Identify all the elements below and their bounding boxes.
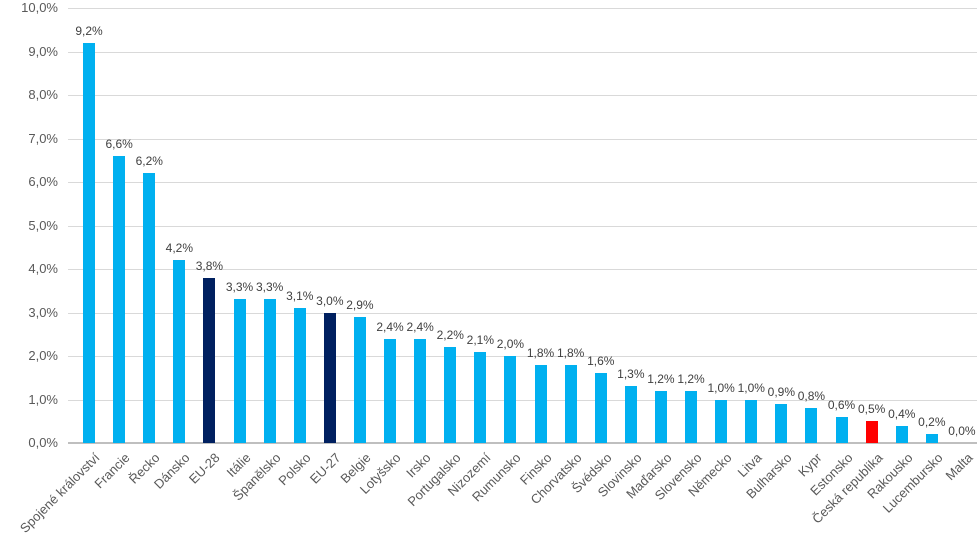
bar-value-label: 0,8% bbox=[797, 389, 826, 404]
y-tick-label: 2,0% bbox=[28, 348, 58, 363]
bar-value-label: 0,6% bbox=[827, 397, 856, 412]
bar bbox=[113, 155, 126, 443]
bar-value-label: 2,0% bbox=[496, 337, 525, 351]
bar bbox=[654, 390, 667, 443]
bar-value-label: 0,5% bbox=[857, 402, 886, 417]
bar bbox=[775, 403, 788, 443]
bar bbox=[624, 386, 637, 443]
bar-value-label: 3,3% bbox=[255, 280, 284, 295]
y-tick-label: 10,0% bbox=[21, 0, 58, 15]
bar-value-label: 3,1% bbox=[286, 289, 314, 304]
bar bbox=[173, 260, 186, 443]
bar-value-label: 1,2% bbox=[677, 371, 705, 386]
bar-value-label: 2,1% bbox=[466, 332, 495, 347]
gridline bbox=[68, 52, 977, 53]
bar bbox=[685, 390, 698, 443]
y-tick-label: 8,0% bbox=[28, 87, 58, 102]
y-tick-label: 0,0% bbox=[28, 435, 58, 450]
bar-value-label: 3,8% bbox=[195, 258, 224, 273]
bar-value-label: 6,6% bbox=[105, 136, 133, 151]
bar-value-label: 1,0% bbox=[737, 380, 765, 395]
bar-value-label: 4,2% bbox=[165, 241, 194, 256]
gridline bbox=[68, 182, 977, 183]
bar-value-label: 0,0% bbox=[948, 424, 976, 438]
bar-value-label: 0,2% bbox=[918, 415, 946, 430]
bar bbox=[594, 373, 607, 443]
bar bbox=[203, 277, 216, 443]
x-axis-line bbox=[68, 442, 977, 444]
y-tick-label: 5,0% bbox=[28, 217, 58, 233]
y-tick-label: 9,0% bbox=[28, 43, 58, 59]
y-tick-label: 7,0% bbox=[28, 130, 58, 146]
bar bbox=[293, 308, 306, 443]
category-label: EU-28 bbox=[186, 450, 224, 487]
category-label: Polsko bbox=[275, 450, 314, 489]
gridline bbox=[68, 95, 977, 96]
bar bbox=[143, 173, 156, 443]
bar bbox=[474, 351, 487, 443]
bar bbox=[263, 299, 276, 443]
y-tick-label: 4,0% bbox=[28, 261, 58, 276]
bar bbox=[444, 347, 457, 443]
bar-value-label: 2,9% bbox=[346, 297, 374, 312]
bar bbox=[83, 42, 96, 443]
bar-value-label: 3,0% bbox=[316, 293, 344, 308]
gridline bbox=[68, 8, 977, 9]
gridline bbox=[68, 269, 977, 270]
bar bbox=[865, 421, 878, 443]
bar bbox=[895, 425, 908, 443]
bar bbox=[353, 316, 366, 443]
bar bbox=[564, 364, 577, 443]
bar-value-label: 1,6% bbox=[587, 354, 615, 369]
y-tick-label: 1,0% bbox=[28, 391, 58, 407]
y-tick-label: 6,0% bbox=[28, 174, 58, 189]
bar-value-label: 1,3% bbox=[617, 367, 645, 382]
bar bbox=[715, 399, 728, 443]
y-tick-label: 3,0% bbox=[28, 304, 58, 320]
bar-value-label: 2,4% bbox=[376, 319, 404, 334]
category-label: Spojené království bbox=[16, 450, 103, 536]
gridline bbox=[68, 400, 977, 401]
bar-value-label: 0,4% bbox=[888, 406, 916, 421]
bar bbox=[504, 356, 517, 443]
gridline bbox=[68, 313, 977, 314]
bar bbox=[745, 399, 758, 443]
bar-value-label: 0,9% bbox=[767, 384, 796, 399]
category-label: Malta bbox=[942, 450, 976, 484]
bar bbox=[323, 312, 336, 443]
bar bbox=[384, 338, 397, 443]
bar-value-label: 1,0% bbox=[707, 380, 735, 395]
bar-value-label: 6,2% bbox=[135, 154, 163, 169]
bar bbox=[414, 338, 427, 443]
gridline bbox=[68, 356, 977, 357]
bar bbox=[925, 434, 938, 443]
bar-value-label: 1,8% bbox=[556, 345, 585, 360]
gridline bbox=[68, 226, 977, 227]
bar-value-label: 2,2% bbox=[436, 328, 464, 343]
gridline bbox=[68, 139, 977, 140]
bar-value-label: 1,8% bbox=[526, 345, 555, 360]
bar-value-label: 9,2% bbox=[75, 23, 103, 38]
bar bbox=[835, 416, 848, 443]
bar bbox=[805, 408, 818, 443]
bar bbox=[534, 364, 547, 443]
bar-value-label: 3,3% bbox=[225, 280, 254, 295]
bar bbox=[233, 299, 246, 443]
category-label: EU-27 bbox=[306, 450, 344, 487]
bar-value-label: 1,2% bbox=[647, 371, 675, 386]
bar-value-label: 2,4% bbox=[406, 319, 434, 334]
